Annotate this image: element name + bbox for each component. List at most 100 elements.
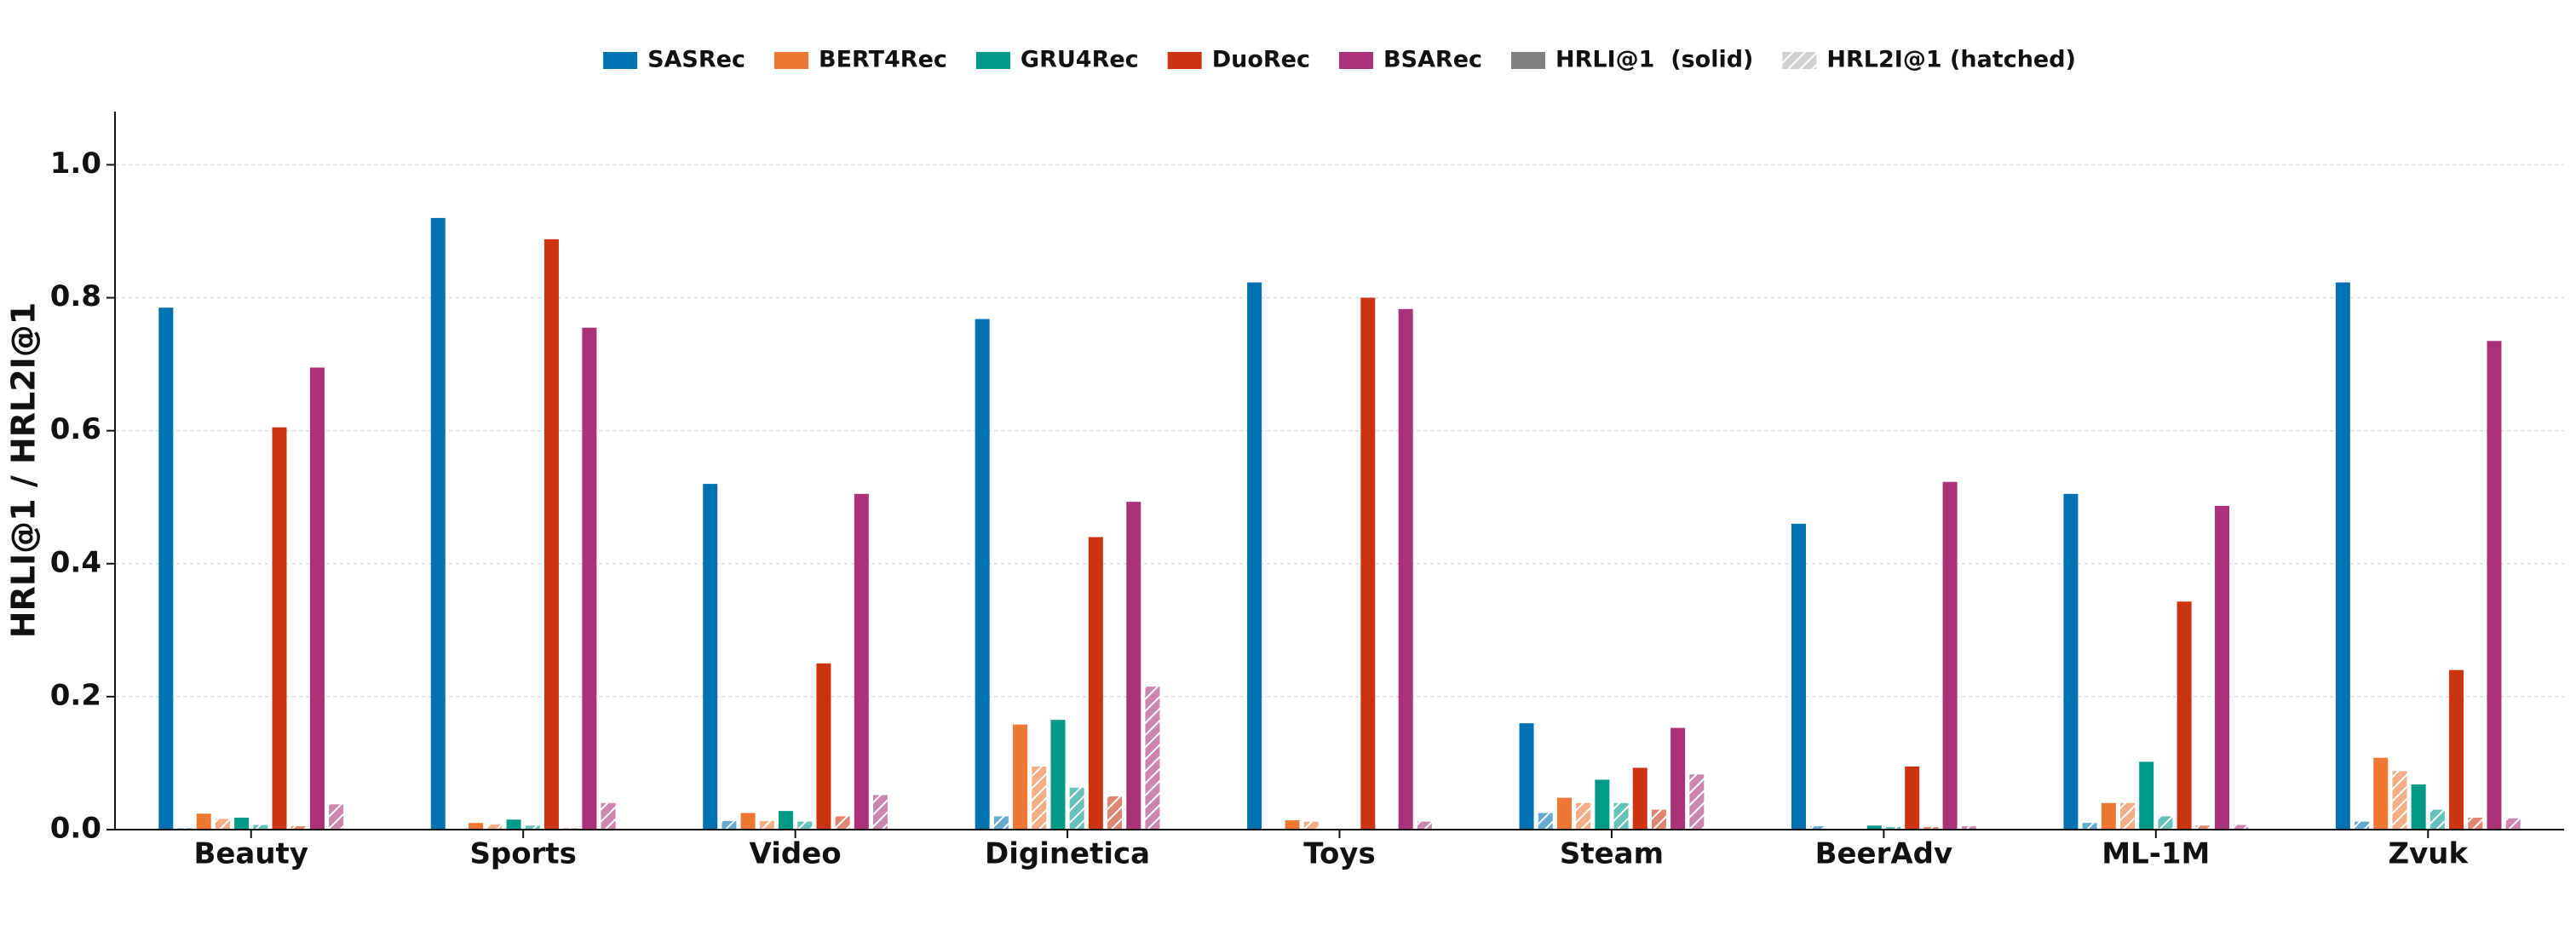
bar xyxy=(582,327,597,830)
bar xyxy=(1866,825,1882,830)
hatched-bar xyxy=(1885,826,1900,830)
bar xyxy=(234,817,250,830)
bar xyxy=(1398,308,1413,830)
legend-swatch xyxy=(1338,52,1373,69)
bar xyxy=(158,307,174,830)
hatched-bar xyxy=(2082,823,2097,830)
legend: SASRec BERT4Rec GRU4Rec DuoRec BSARec HRLI@1 … xyxy=(603,47,2076,73)
hatched-bar xyxy=(2158,816,2173,830)
bar xyxy=(1670,727,1686,830)
bar xyxy=(469,823,484,830)
hatched-bar xyxy=(1810,826,1826,830)
bar xyxy=(1942,481,1958,830)
x-tick-label: ML-1M xyxy=(2102,837,2210,871)
hatched-bar xyxy=(993,816,1009,830)
hatched-bar xyxy=(759,820,774,830)
hatched-bar xyxy=(525,825,540,830)
legend-label: BERT4Rec xyxy=(819,47,947,73)
hatched-bar xyxy=(1032,766,1047,830)
hatched-bar xyxy=(290,826,306,830)
bar xyxy=(543,238,559,830)
y-tick-label: 1.0 xyxy=(50,147,101,181)
bar xyxy=(1285,820,1300,830)
hatched-bar xyxy=(1538,813,1553,830)
bar xyxy=(430,217,446,830)
bar xyxy=(1013,724,1028,830)
legend-label: DuoRec xyxy=(1212,47,1310,73)
legend-label: BSARec xyxy=(1383,47,1482,73)
bar xyxy=(1126,502,1141,830)
hatched-bar xyxy=(329,804,344,830)
bar xyxy=(2373,757,2389,830)
legend-label: GRU4Rec xyxy=(1021,47,1139,73)
bar xyxy=(816,663,831,830)
bar xyxy=(2215,505,2230,830)
y-axis-label: HRLI@1 / HRL2I@1 xyxy=(5,302,43,639)
bar xyxy=(2139,761,2154,830)
x-tick-label: Video xyxy=(750,837,842,871)
hatched-bar xyxy=(2392,771,2407,830)
hatched-bar xyxy=(1107,796,1123,830)
legend-swatch xyxy=(975,52,1010,69)
hatched-bar xyxy=(2234,824,2249,830)
bar xyxy=(703,484,718,830)
bar xyxy=(1050,720,1066,830)
bar xyxy=(1595,779,1610,830)
legend-label: HRLI@1 (solid) xyxy=(1555,47,1753,73)
hatched-bar xyxy=(1613,802,1629,830)
bar xyxy=(2063,493,2079,830)
hatched-bar xyxy=(2355,821,2370,830)
bar xyxy=(2487,341,2502,830)
bar xyxy=(2449,669,2464,830)
legend-swatch xyxy=(603,52,638,69)
hatched-bar xyxy=(1069,787,1084,830)
bar xyxy=(196,813,211,830)
hatched-bar xyxy=(2468,817,2483,830)
x-tick-label: Zvuk xyxy=(2388,837,2469,871)
legend-swatch xyxy=(1167,52,1202,69)
legend-swatch xyxy=(773,52,808,69)
hatched-bar xyxy=(1417,821,1432,830)
bar xyxy=(740,813,756,830)
bar xyxy=(309,367,325,830)
hatched-bar xyxy=(1303,821,1319,830)
y-tick-label: 0.8 xyxy=(50,279,101,313)
hatched-bar xyxy=(1923,826,1939,830)
y-tick-label: 0.0 xyxy=(50,812,101,846)
x-tick-label: Sports xyxy=(469,837,576,871)
x-tick-label: Toys xyxy=(1303,837,1375,871)
legend-swatch xyxy=(1782,52,1817,69)
y-tick-label: 0.2 xyxy=(50,678,101,712)
bar xyxy=(1556,797,1572,830)
bar xyxy=(854,493,869,830)
hatched-bar xyxy=(487,824,503,830)
y-tick-label: 0.6 xyxy=(50,412,101,446)
bar xyxy=(975,319,990,830)
hatched-bar xyxy=(1689,774,1705,830)
bar xyxy=(2176,601,2192,830)
hatched-bar xyxy=(2505,818,2521,830)
hatched-bar xyxy=(873,795,888,830)
hatched-bar xyxy=(722,820,737,830)
bar xyxy=(2335,282,2350,830)
hatched-bar xyxy=(2120,802,2136,830)
bar xyxy=(2411,784,2426,830)
hatched-bar xyxy=(1145,687,1160,830)
hatched-bar xyxy=(1651,809,1666,830)
hatched-bar xyxy=(215,819,230,830)
x-tick-label: Steam xyxy=(1560,837,1664,871)
legend-swatch xyxy=(1511,52,1546,69)
bar xyxy=(1360,297,1376,830)
y-tick-label: 0.4 xyxy=(50,545,101,579)
hatched-bar xyxy=(797,821,813,830)
bar xyxy=(1632,767,1647,830)
bar xyxy=(1247,282,1262,830)
x-tick-label: Beauty xyxy=(193,837,308,871)
bar xyxy=(779,811,794,830)
bar xyxy=(1519,723,1534,830)
hatched-bar xyxy=(253,824,268,830)
x-tick-label: Diginetica xyxy=(985,837,1150,871)
bar xyxy=(272,427,287,830)
bar xyxy=(1791,523,1806,830)
